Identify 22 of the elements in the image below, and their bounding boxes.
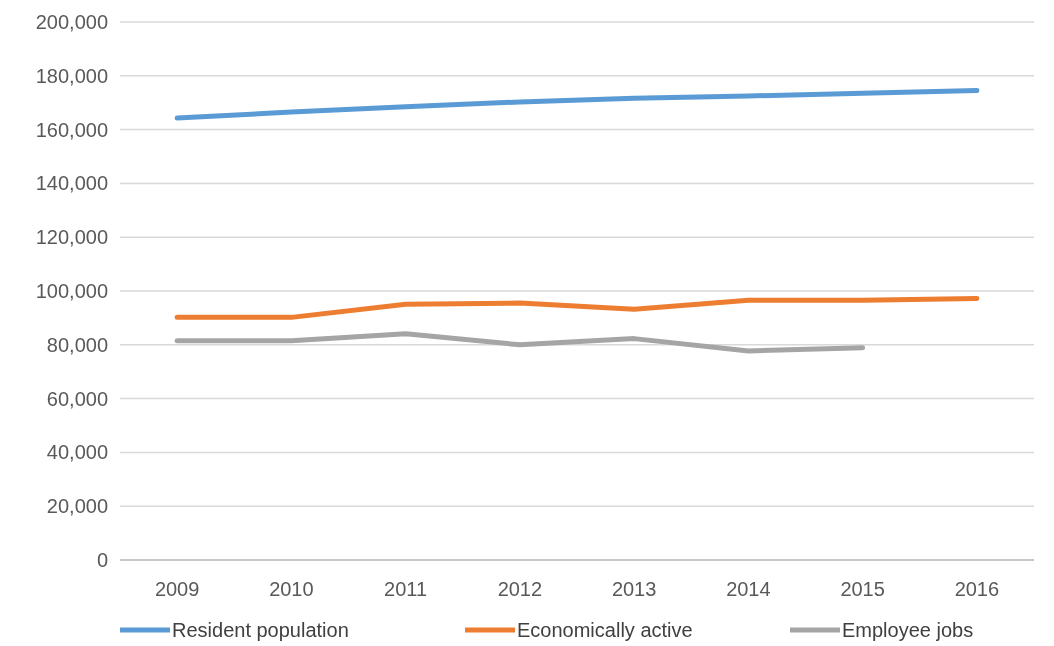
y-tick-label: 20,000: [46, 495, 108, 518]
legend-label: Economically active: [517, 619, 693, 641]
x-tick-label: 2010: [269, 578, 314, 600]
legend-label: Resident population: [172, 619, 349, 641]
x-tick-label: 2009: [154, 578, 200, 600]
y-tick-label: 120,000: [35, 226, 108, 249]
x-tick-label: 2014: [726, 578, 771, 600]
y-tick-label: 100,000: [35, 280, 108, 302]
y-tick-label: 160,000: [35, 118, 108, 141]
y-tick-label: 40,000: [46, 441, 108, 464]
x-tick-label: 2015: [840, 578, 885, 600]
y-tick-label: 0: [96, 549, 108, 571]
y-tick-label: 140,000: [35, 172, 108, 195]
y-tick-label: 60,000: [46, 387, 108, 410]
x-tick-label: 2016: [954, 578, 1000, 600]
y-tick-label: 200,000: [35, 11, 108, 33]
y-tick-label: 180,000: [35, 64, 108, 87]
legend-label: Employee jobs: [842, 619, 974, 641]
x-tick-label: 2012: [497, 578, 543, 600]
x-tick-label: 2011: [384, 578, 428, 600]
y-tick-label: 80,000: [46, 333, 108, 356]
x-tick-label: 2013: [611, 578, 657, 600]
